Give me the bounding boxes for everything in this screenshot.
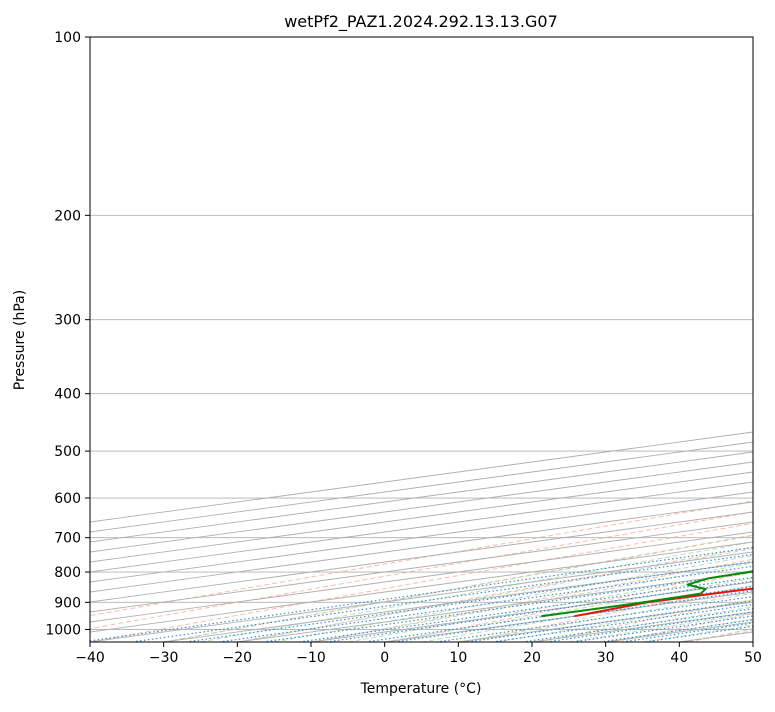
x-tick-label: 10 [449, 650, 467, 666]
dry-adiabat [389, 37, 775, 642]
x-tick-label: −30 [149, 650, 179, 666]
y-tick-label: 800 [54, 565, 81, 581]
moist-adiabat [237, 84, 775, 642]
isotherm-line [679, 37, 775, 642]
y-tick-label: 200 [54, 208, 81, 224]
isotherm-line [90, 37, 775, 642]
x-tick-label: −20 [223, 650, 253, 666]
dry-adiabat [763, 37, 775, 642]
y-tick-label: 300 [54, 313, 81, 329]
x-tick-label: 40 [670, 650, 688, 666]
x-tick-label: −40 [75, 650, 105, 666]
y-tick-label: 900 [54, 595, 81, 611]
temperature-line [574, 37, 775, 616]
isotherm-line [753, 37, 775, 642]
plot-frame [90, 37, 753, 642]
mixing-ratio-line [299, 451, 775, 642]
x-tick-label: −10 [296, 650, 326, 666]
y-tick-label: 600 [54, 491, 81, 507]
moist-adiabat [569, 84, 775, 642]
x-tick-label: 0 [380, 650, 389, 666]
x-tick-label: 20 [523, 650, 541, 666]
mixing-ratio-line [546, 451, 775, 642]
y-axis-label: Pressure (hPa) [12, 290, 28, 390]
isotherm-line [311, 37, 775, 642]
isotherm-line [606, 37, 775, 642]
y-tick-label: 400 [54, 387, 81, 403]
isotherm-line [385, 37, 775, 642]
x-axis-label: Temperature (°C) [360, 681, 482, 697]
dry-adiabat [240, 37, 775, 642]
moist-adiabat [422, 84, 775, 642]
isotherm-line [532, 37, 775, 642]
y-tick-label: 1000 [45, 622, 81, 638]
y-tick-label: 100 [54, 30, 81, 46]
dewpoint-line [541, 37, 775, 616]
x-tick-label: 50 [744, 650, 762, 666]
y-tick-label: 700 [54, 531, 81, 547]
moist-adiabat [385, 84, 775, 642]
y-tick-label: 500 [54, 444, 81, 460]
dry-adiabat [91, 37, 775, 642]
dry-adiabat [614, 37, 775, 642]
isotherm-line [0, 37, 775, 642]
moist-adiabat [274, 84, 775, 642]
x-tick-label: 30 [597, 650, 615, 666]
moist-adiabat [164, 84, 775, 642]
dry-adiabat [539, 37, 775, 642]
chart-title: wetPf2_PAZ1.2024.292.13.13.G07 [284, 12, 558, 32]
moist-adiabat [532, 84, 775, 642]
dry-adiabat [315, 37, 775, 642]
